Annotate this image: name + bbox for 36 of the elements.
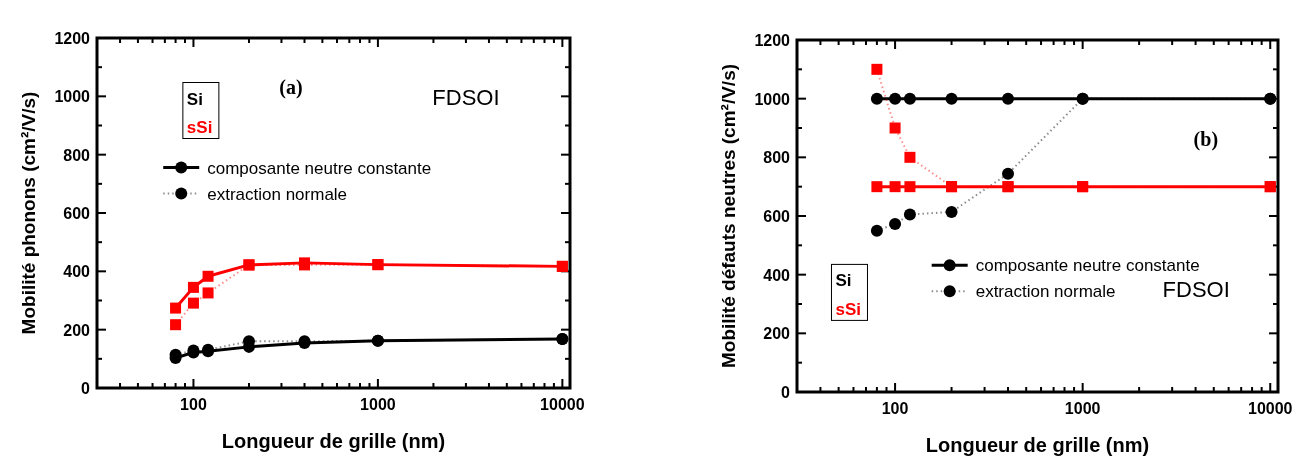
x-tick-label: 1000 [360, 396, 396, 413]
y-tick-label: 400 [63, 263, 91, 281]
annotation: (b) [1193, 127, 1219, 151]
y-axis-title: Mobilité défauts neutres (cm²/V/s) [718, 63, 739, 369]
y-tick-label: 600 [63, 205, 91, 222]
y-axis-title: Mobilité phonons (cm²/V/s) [18, 91, 39, 335]
x-tick-label: 100 [180, 396, 207, 413]
y-tick-label: 1000 [54, 88, 91, 106]
annotation: (a) [279, 76, 303, 99]
legend-label: extraction normale [975, 282, 1116, 302]
legend-label: composante neutre constante [975, 256, 1200, 276]
annotation: sSi [835, 299, 862, 319]
y-tick-label: 0 [781, 384, 791, 401]
y-tick-label: 200 [763, 325, 791, 343]
y-tick-label: 800 [763, 149, 791, 167]
legend-label: extraction normale [207, 184, 348, 204]
x-tick-label: 1000 [1064, 400, 1101, 417]
x-tick-label: 10000 [540, 396, 585, 413]
y-tick-label: 1200 [754, 32, 791, 49]
annotation: Si [835, 271, 852, 291]
x-tick-label: 10000 [1247, 400, 1293, 417]
y-tick-label: 0 [81, 380, 91, 397]
y-tick-label: 800 [63, 146, 91, 164]
annotation: sSi [186, 117, 213, 137]
annotation: FDSOI [1162, 276, 1230, 302]
annotation: FDSOI [432, 84, 500, 110]
y-tick-label: 200 [63, 321, 91, 339]
y-tick-label: 1200 [54, 30, 91, 47]
y-tick-label: 1000 [754, 90, 791, 108]
x-axis-title: Longueur de grille (nm) [221, 430, 446, 452]
y-tick-label: 600 [763, 208, 791, 225]
x-tick-label: 100 [881, 400, 909, 417]
y-tick-label: 400 [763, 266, 791, 284]
annotation: Si [186, 89, 203, 109]
legend-label: composante neutre constante [207, 158, 432, 178]
x-axis-title: Longueur de grille (nm) [925, 434, 1150, 456]
